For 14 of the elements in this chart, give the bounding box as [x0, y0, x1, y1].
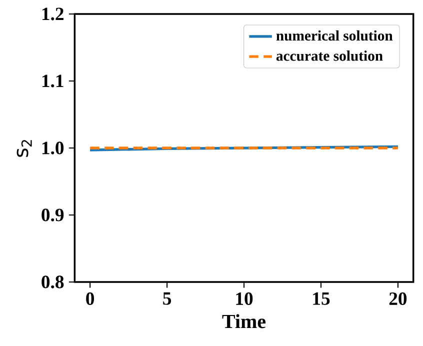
y-tick-label: 0.8	[42, 276, 64, 288]
y-tick-label: 0.9	[42, 208, 64, 222]
x-axis-title: Time	[222, 314, 266, 328]
x-tick-label: 10	[236, 292, 253, 306]
x-tick-label: 0	[86, 292, 94, 306]
y-tick-label: 1.2	[42, 8, 64, 20]
y-axis-title: s$_{2}$	[16, 140, 32, 157]
y-tick-label: 1.1	[42, 74, 64, 88]
legend-label: numerical solution	[276, 30, 393, 41]
x-tick-label: 15	[313, 292, 330, 305]
y-tick-label: 1.0	[42, 142, 64, 154]
x-tick-label: 20	[389, 292, 407, 306]
legend-label: accurate solution	[276, 50, 383, 61]
x-tick-label: 5	[163, 292, 172, 305]
